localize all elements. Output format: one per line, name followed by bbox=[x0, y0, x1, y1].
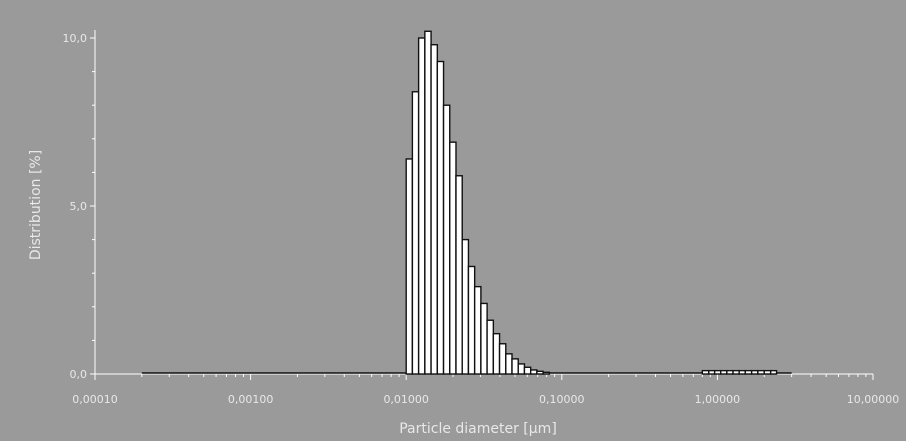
histogram-bar bbox=[486, 319, 495, 375]
histogram-bar bbox=[542, 371, 551, 375]
histogram-bar bbox=[442, 104, 451, 375]
histogram-bar bbox=[726, 369, 734, 375]
histogram-bar bbox=[455, 175, 463, 375]
histogram-bar bbox=[719, 369, 728, 375]
x-tick-label: 0,01000 bbox=[383, 393, 429, 406]
histogram-bar bbox=[732, 369, 740, 375]
histogram-bar bbox=[511, 358, 519, 375]
x-tick-label: 0,00010 bbox=[72, 393, 118, 406]
axes: 0,0 5,0 10,0 0,00010 0,00100 0,01000 0,10000 1,… bbox=[63, 30, 900, 406]
histogram-bar bbox=[405, 158, 414, 375]
histogram-bar bbox=[480, 302, 488, 375]
histogram-bar bbox=[708, 369, 716, 375]
x-tick-label: 0,10000 bbox=[539, 393, 585, 406]
y-axis-title: Distribution [%] bbox=[28, 150, 44, 260]
bars bbox=[141, 30, 792, 375]
histogram-bar bbox=[701, 369, 710, 375]
histogram-bar bbox=[517, 363, 526, 375]
histogram-bar bbox=[769, 369, 778, 375]
x-tick-label: 0,00100 bbox=[228, 393, 274, 406]
histogram-bar bbox=[536, 370, 544, 375]
histogram-bar bbox=[738, 369, 746, 375]
x-tick-label: 1,00000 bbox=[695, 393, 741, 406]
histogram-bar bbox=[713, 369, 722, 375]
histogram-bar bbox=[498, 343, 507, 375]
histogram-bar bbox=[461, 238, 470, 375]
histogram-bar bbox=[430, 44, 439, 375]
histogram-bar bbox=[750, 369, 759, 375]
histogram-bar bbox=[417, 37, 426, 375]
histogram-bar bbox=[436, 60, 445, 375]
x-tick-label: 10,00000 bbox=[847, 393, 900, 406]
histogram-bar bbox=[467, 265, 476, 375]
histogram-bar bbox=[411, 91, 420, 375]
histogram-bar bbox=[757, 369, 765, 375]
y-tick-label: 10,0 bbox=[63, 32, 88, 45]
histogram-bar bbox=[523, 366, 532, 375]
histogram-bar bbox=[449, 141, 457, 375]
histogram-bar bbox=[492, 332, 501, 375]
histogram-bar bbox=[473, 285, 482, 375]
x-axis-title: Particle diameter [µm] bbox=[399, 421, 557, 437]
histogram-bar bbox=[424, 30, 432, 375]
histogram-bar bbox=[505, 353, 513, 375]
histogram-bar bbox=[744, 369, 753, 375]
histogram-bar bbox=[529, 369, 538, 375]
y-tick-label: 5,0 bbox=[70, 200, 88, 213]
histogram-bar bbox=[763, 369, 772, 375]
y-tick-label: 0,0 bbox=[70, 368, 88, 381]
